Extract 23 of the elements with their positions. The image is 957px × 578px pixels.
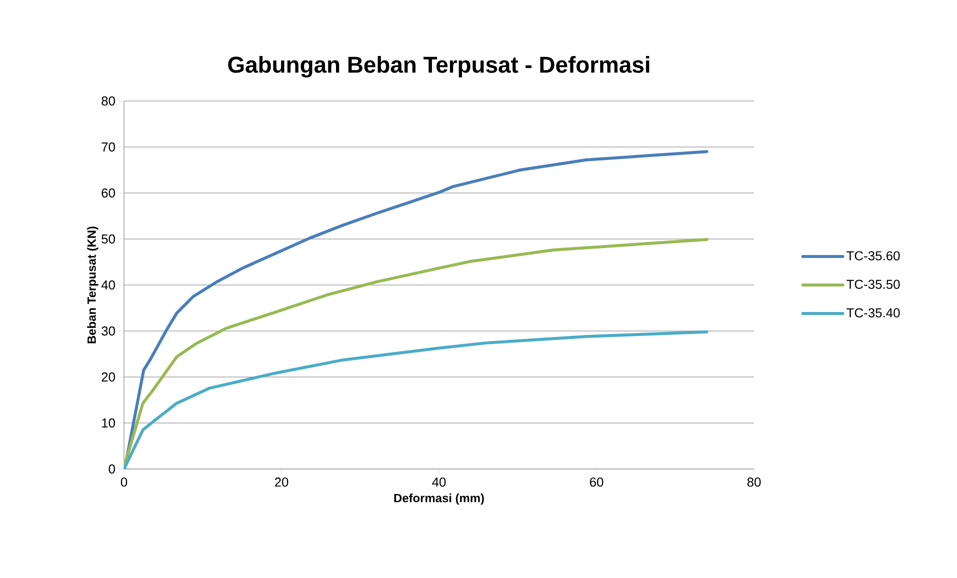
y-tick-label: 80: [102, 96, 115, 106]
line-series: [124, 330, 708, 469]
y-tick-label: 30: [102, 326, 115, 336]
x-axis-title: Deformasi (mm): [394, 494, 484, 505]
y-axis-title: Beban Terpusat (KN): [87, 226, 98, 344]
line-series: [124, 238, 708, 466]
y-tick-label: 50: [102, 234, 115, 244]
x-tick-label: 40: [432, 478, 446, 487]
y-tick-label: 60: [102, 188, 115, 198]
x-tick-label: 0: [120, 478, 128, 487]
y-tick-label: 70: [102, 142, 115, 152]
legend-label: TC-35.40: [846, 308, 900, 318]
legend-label: TC-35.50: [846, 280, 900, 289]
y-tick-label: 40: [101, 280, 115, 290]
y-tick-label: 10: [102, 418, 115, 428]
y-tick-label: 0: [108, 464, 115, 474]
legend-label: TC-35.60: [846, 251, 900, 260]
x-tick-label: 60: [590, 478, 604, 487]
line-series: [124, 150, 708, 469]
chart-title: Gabungan Beban Terpusat - Deformasi: [228, 56, 650, 78]
y-tick-label: 20: [102, 372, 115, 382]
x-tick-label: 80: [747, 478, 761, 487]
x-tick-label: 20: [274, 478, 288, 487]
